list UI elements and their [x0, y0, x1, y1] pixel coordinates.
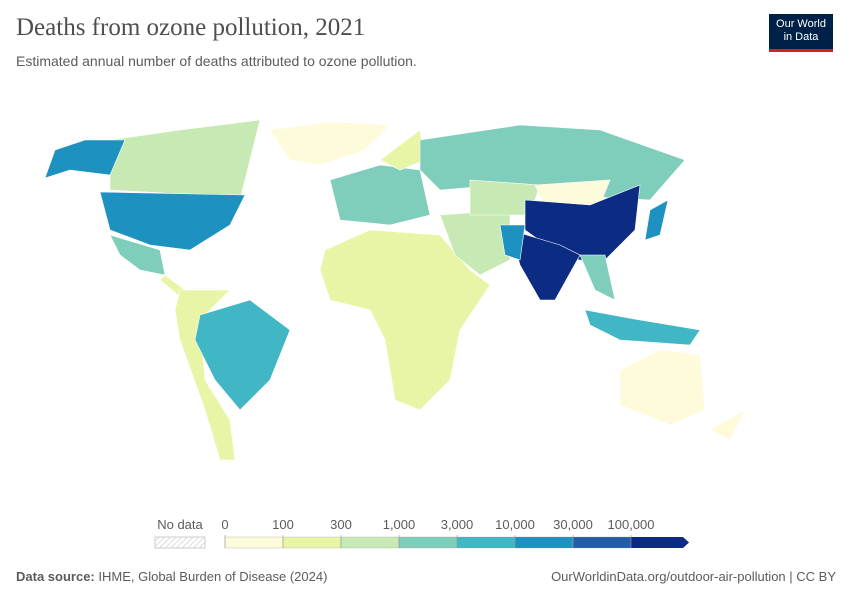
japan [644, 199, 669, 241]
southeast-asia [579, 254, 616, 301]
legend-label: 300 [330, 517, 352, 532]
south-america [174, 289, 236, 461]
greenland [269, 121, 391, 166]
legend-label: 100 [272, 517, 294, 532]
legend-label: 3,000 [441, 517, 474, 532]
new-zealand [709, 409, 746, 441]
logo[interactable]: Our World in Data [769, 14, 833, 52]
central-america [159, 274, 186, 296]
africa [319, 229, 491, 411]
legend-swatch [398, 536, 458, 549]
central-asia [469, 179, 541, 216]
legend-label: 30,000 [553, 517, 593, 532]
legend-label: 1,000 [383, 517, 416, 532]
indonesia [584, 309, 701, 346]
logo-line: in Data [783, 31, 819, 43]
legend-swatch [224, 536, 284, 549]
source: Data source: IHME, Global Burden of Dise… [16, 569, 327, 584]
russia [419, 124, 686, 201]
scandinavia [379, 129, 426, 171]
no-data-label: No data [157, 517, 203, 532]
legend-swatch [456, 536, 516, 549]
legend: No data 0 100 300 1,000 3,000 10,000 30,000 100… [154, 517, 689, 549]
subtitle: Estimated annual number of deaths attrib… [16, 53, 417, 69]
usa [99, 191, 246, 251]
legend-label: 0 [221, 517, 228, 532]
world-map [44, 119, 746, 461]
no-data-swatch [154, 536, 206, 549]
legend-swatch [514, 536, 574, 549]
alaska [44, 139, 126, 179]
canada [109, 119, 261, 201]
mongolia [534, 179, 611, 206]
source-text: IHME, Global Burden of Disease (2024) [98, 569, 328, 584]
title: Deaths from ozone pollution, 2021 [16, 14, 366, 41]
legend-label: 100,000 [608, 517, 655, 532]
legend-swatch [572, 536, 632, 549]
australia [619, 349, 706, 426]
europe [329, 164, 431, 226]
source-label: Data source: [16, 569, 95, 584]
middle-east [439, 209, 511, 276]
legend-swatch [282, 536, 342, 549]
mexico [109, 234, 166, 276]
logo-line: Our World [776, 18, 826, 30]
brazil [194, 299, 291, 411]
india [509, 229, 581, 301]
legend-swatch [340, 536, 400, 549]
pakistan [499, 224, 526, 261]
china [524, 184, 641, 266]
url[interactable]: OurWorldinData.org/outdoor-air-pollution… [551, 569, 836, 584]
legend-swatch [631, 537, 689, 548]
legend-label: 10,000 [495, 517, 535, 532]
